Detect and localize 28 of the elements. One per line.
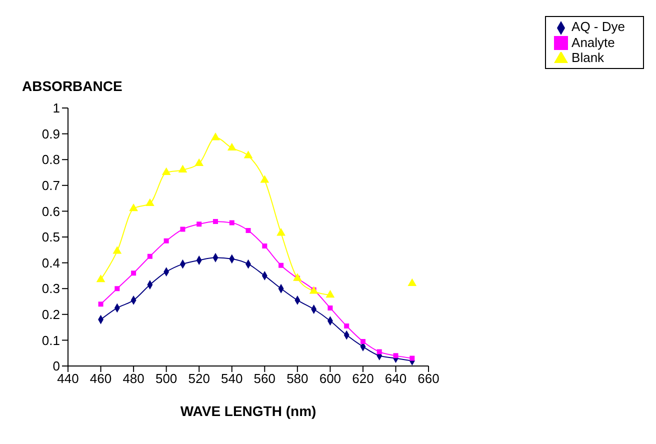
y-tick-label: 0.2: [42, 307, 60, 322]
legend-label: AQ - Dye: [572, 19, 625, 34]
x-tick-label: 540: [221, 371, 243, 386]
y-tick-label: 0.8: [42, 152, 60, 168]
x-tick-label: 480: [122, 371, 144, 386]
y-axis-title: ABSORBANCE: [22, 78, 122, 94]
y-tick-label: 0.9: [42, 126, 60, 142]
y-tick-label: 0.7: [42, 178, 60, 194]
y-tick-label: 0.6: [42, 204, 60, 219]
x-tick-label: 560: [254, 371, 276, 386]
x-tick-label: 620: [352, 371, 374, 386]
x-tick-label: 640: [384, 371, 407, 386]
y-tick-label: 1: [52, 100, 60, 116]
y-tick-label: 0.4: [42, 255, 60, 270]
x-tick-label: 580: [286, 371, 308, 386]
x-axis-title: WAVE LENGTH (nm): [180, 403, 316, 419]
legend-label: Blank: [572, 50, 604, 66]
x-tick-label: 440: [57, 371, 79, 386]
y-tick-label: 0: [52, 358, 60, 374]
x-tick-label: 500: [155, 371, 178, 386]
legend-label: Analyte: [572, 34, 615, 50]
x-tick-label: 520: [188, 371, 210, 386]
y-tick-label: 0.5: [42, 230, 60, 245]
y-tick-label: 0.3: [42, 281, 60, 296]
x-tick-label: 460: [90, 371, 112, 386]
x-tick-label: 600: [319, 371, 342, 386]
x-tick-label: 660: [418, 371, 440, 386]
y-tick-label: 0.1: [42, 332, 60, 348]
